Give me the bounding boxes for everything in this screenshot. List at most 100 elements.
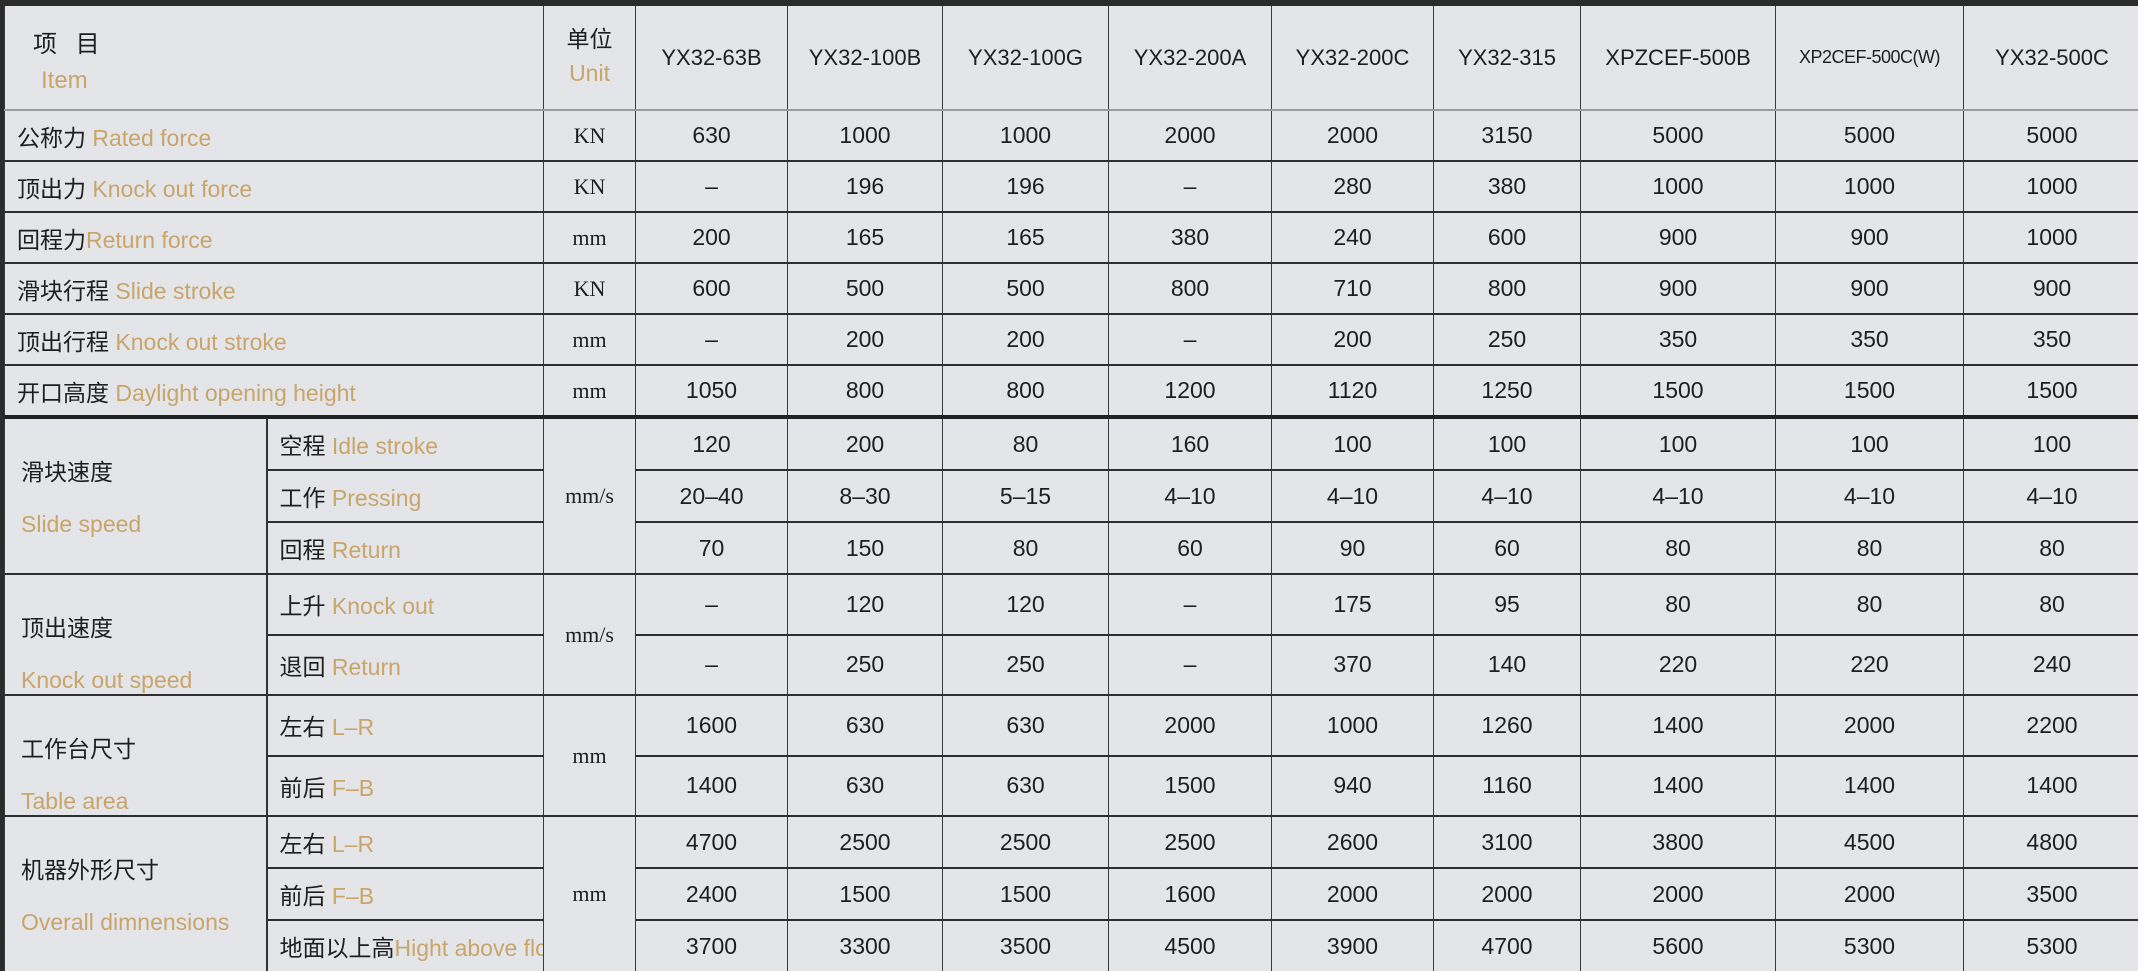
value-cell: 95 <box>1433 573 1582 636</box>
value-cell: 3500 <box>1963 867 2138 921</box>
value-cell: 250 <box>942 633 1110 696</box>
model-header: YX32-100B <box>787 6 944 111</box>
table-row: 地面以上高Hight above floor 370033003500450039… <box>5 919 2138 971</box>
value-cell: 3150 <box>1433 109 1582 162</box>
row-label: 公称力 Rated force <box>3 109 545 162</box>
value-cell: 1600 <box>635 694 789 757</box>
label-cn: 左右 <box>279 831 332 857</box>
value-cell: 2000 <box>1108 694 1273 757</box>
label-cn: 前后 <box>279 774 332 801</box>
value-cell: 80 <box>1580 521 1777 575</box>
value-cell: 370 <box>1271 633 1435 696</box>
label-en: Slide stroke <box>115 277 236 304</box>
value-cell: 5300 <box>1775 919 1965 971</box>
model-header: YX32-315 <box>1433 6 1582 111</box>
sub-label: 左右 L–R <box>265 694 545 757</box>
value-cell: 3300 <box>787 919 944 971</box>
value-cell: 4–10 <box>1433 469 1582 523</box>
value-cell: 900 <box>1580 211 1777 264</box>
item-header: 项 目 Item <box>3 6 545 111</box>
sub-label: 上升 Knock out <box>265 573 545 636</box>
group-label: 机器外形尺寸 Overall dimnensions <box>4 815 268 971</box>
label-cn: 回程力 <box>17 226 86 253</box>
value-cell: 3800 <box>1580 815 1777 869</box>
value-cell: 1050 <box>635 364 789 418</box>
value-cell: 175 <box>1271 573 1435 636</box>
value-cell: 1000 <box>1775 160 1965 213</box>
value-cell: 2000 <box>1271 109 1435 162</box>
label-cn: 工作 <box>279 485 332 511</box>
value-cell: 4–10 <box>1108 469 1273 523</box>
value-cell: 5600 <box>1580 919 1777 971</box>
value-cell: 900 <box>1775 262 1965 315</box>
value-cell: 80 <box>1775 573 1965 636</box>
value-cell: 3900 <box>1271 919 1435 971</box>
sub-label: 地面以上高Hight above floor <box>265 919 545 971</box>
value-cell: 5–15 <box>942 469 1110 523</box>
value-cell: 5000 <box>1775 109 1965 162</box>
table-row: 工作台尺寸 Table area 左右 L–R mm 1600 630 630 2000 100… <box>4 694 2138 817</box>
unit-cell: mm <box>543 815 637 971</box>
label-en: Return force <box>86 226 213 253</box>
value-cell: 630 <box>942 694 1110 757</box>
value-cell: 100 <box>1271 415 1435 471</box>
label-en: Daylight opening height <box>115 379 356 406</box>
unit-cell: mm/s <box>543 573 637 696</box>
value-cell: 1500 <box>942 867 1110 921</box>
value-cell: 120 <box>787 573 944 636</box>
value-cell: – <box>1108 633 1273 696</box>
table-row: 工作 Pressing 20–40 8–30 5–15 4–10 4–10 4–10 4–10… <box>5 469 2138 523</box>
label-cn: 上升 <box>279 593 332 620</box>
unit-header-en: Unit <box>569 60 610 86</box>
value-cell: 1500 <box>1580 364 1777 418</box>
value-cell: 600 <box>635 262 789 315</box>
label-cn: 前后 <box>279 883 332 909</box>
table-row: 回程 Return 70 150 80 60 90 60 80 80 80 <box>5 521 2138 575</box>
value-cell: 5000 <box>1963 109 2138 162</box>
value-cell: 630 <box>942 754 1110 817</box>
value-cell: 200 <box>942 313 1110 366</box>
value-cell: – <box>635 573 789 636</box>
value-cell: 100 <box>1580 415 1777 471</box>
item-header-cn: 项 目 <box>33 31 106 58</box>
value-cell: 350 <box>1775 313 1965 366</box>
value-cell: 8–30 <box>787 469 944 523</box>
value-cell: 630 <box>787 754 944 817</box>
value-cell: 2600 <box>1271 815 1435 869</box>
value-cell: 900 <box>1580 262 1777 315</box>
value-cell: 500 <box>942 262 1110 315</box>
table-row: 开口高度 Daylight opening height mm 1050 800 800… <box>3 364 2138 418</box>
label-cn: 开口高度 <box>17 379 116 406</box>
table-row: 前后 F–B 2400 1500 1500 1600 2000 2000 2000 2000 35… <box>5 867 2138 921</box>
value-cell: 1500 <box>787 867 944 921</box>
value-cell: 1400 <box>1580 694 1777 757</box>
table-row: 滑块行程 Slide stroke KN 600 500 500 800 710 800 900… <box>3 262 2138 315</box>
sub-label: 退回 Return <box>265 633 545 696</box>
value-cell: 2500 <box>787 815 944 869</box>
value-cell: 900 <box>1775 211 1965 264</box>
value-cell: 2000 <box>1108 109 1273 162</box>
value-cell: 1200 <box>1108 364 1273 418</box>
value-cell: 1500 <box>1963 364 2138 418</box>
unit-header: 单位 Unit <box>543 6 637 111</box>
group-label: 工作台尺寸 Table area <box>4 694 268 817</box>
label-en: Pressing <box>331 485 422 511</box>
sub-label: 左右 L–R <box>265 815 545 869</box>
unit-header-cn: 单位 <box>566 26 613 52</box>
label-en: Knock out stroke <box>115 328 287 355</box>
table-row: 前后 F–B 1400 630 630 1500 940 1160 1400 1400 1400 <box>5 754 2138 817</box>
value-cell: 4500 <box>1775 815 1965 869</box>
value-cell: 500 <box>787 262 944 315</box>
label-en: Knock out force <box>92 175 253 202</box>
value-cell: 80 <box>942 521 1110 575</box>
value-cell: 4–10 <box>1271 469 1435 523</box>
value-cell: 80 <box>1580 573 1777 636</box>
value-cell: 1500 <box>1108 754 1273 817</box>
value-cell: 1000 <box>942 109 1110 162</box>
value-cell: 710 <box>1271 262 1435 315</box>
value-cell: 380 <box>1108 211 1273 264</box>
label-en: L–R <box>331 831 375 857</box>
value-cell: 1400 <box>1775 754 1965 817</box>
group-label-cn: 工作台尺寸 <box>21 736 136 762</box>
